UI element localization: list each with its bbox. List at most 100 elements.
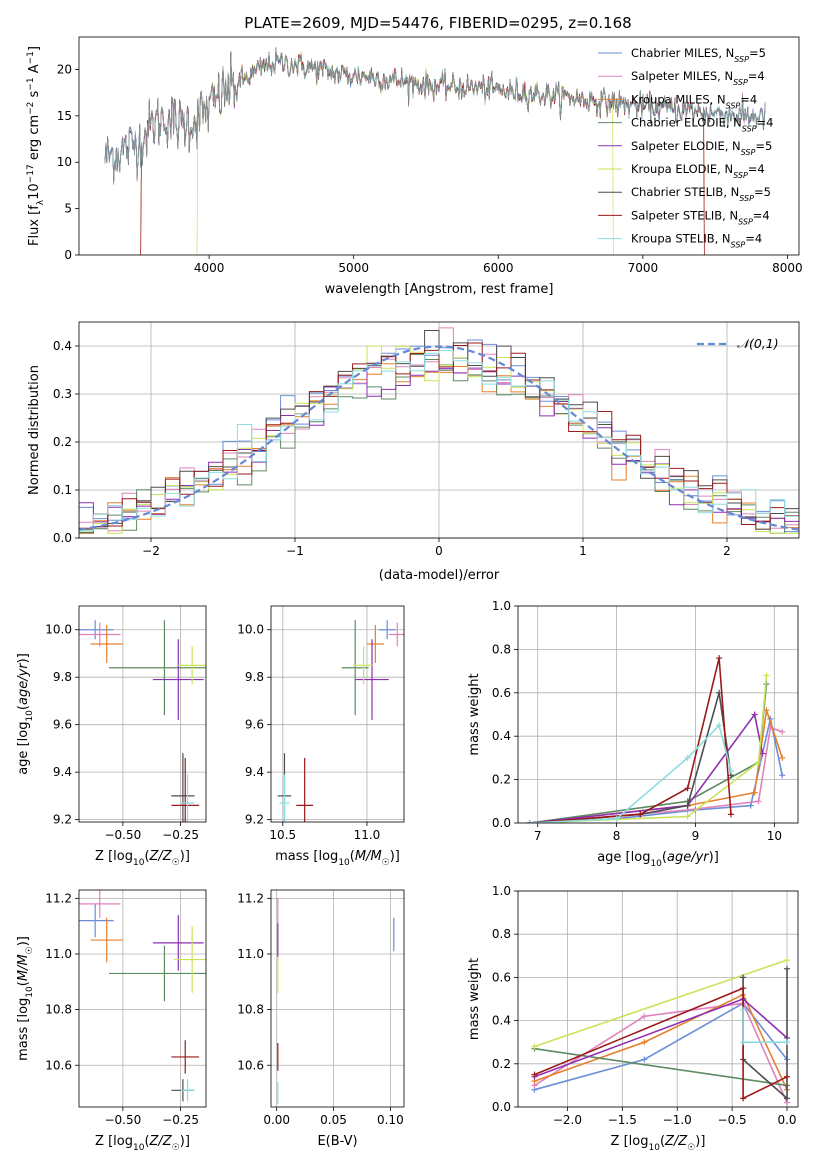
- series-kroupa-stelib: [526, 722, 734, 823]
- series-line: [742, 1009, 787, 1043]
- series-salpeter-miles: [531, 1000, 791, 1106]
- y-tick-label: 9.4: [53, 765, 72, 779]
- data-point-kroupa-elodie: [353, 646, 374, 685]
- y-axis-label: mass weight: [467, 673, 482, 755]
- x-axis-label: (data-model)/error: [379, 568, 500, 583]
- x-axis-label: E(B-V): [317, 1134, 357, 1149]
- y-tick-label: 0.6: [492, 970, 511, 984]
- y-tick-label: 0.2: [492, 1057, 511, 1071]
- series-line: [534, 959, 788, 1048]
- y-tick-label: 20: [57, 62, 72, 76]
- x-tick-label: 5000: [338, 261, 369, 275]
- y-axis-label: mass [log10(M/M☉)]: [16, 936, 35, 1061]
- age-vs-mass-panel: 10.5 11.0 9.2 9.4 9.6 9.8 10.0 mass [log10(M/M☉…: [237, 605, 405, 868]
- y-tick-label: 9.6: [245, 718, 264, 732]
- x-tick-label: 1: [579, 544, 587, 558]
- massweight-vs-metallicity-panel: −2.0 −1.5 −1.0 −0.5 0.0 0.0 0.2 0.4 0.6 0.8 1.0 Z […: [467, 884, 799, 1153]
- x-tick-label: −0.25: [162, 828, 199, 842]
- observed-spectrum: [104, 48, 766, 185]
- data-point-chabrier-stelib: [171, 753, 195, 822]
- legend-entry: Salpeter ELODIE, NSSP=5: [631, 139, 772, 157]
- age-vs-metallicity-panel: −0.50 −0.25 9.2 9.4 9.6 9.8 10.0 Z [log10(Z/Z☉)…: [16, 605, 207, 868]
- data-point-salpeter-elodie: [152, 639, 204, 720]
- y-tick-label: 9.8: [53, 670, 72, 684]
- x-tick-label: 10.5: [269, 828, 296, 842]
- data-point-salpeter-stelib: [296, 757, 314, 822]
- x-tick-label: 0.00: [263, 1113, 290, 1127]
- series-kroupa-elodie: [531, 957, 791, 1050]
- y-tick-label: 10.0: [237, 623, 264, 637]
- data-point-salpeter-elodie: [152, 915, 204, 971]
- x-tick-label: 11.0: [354, 828, 381, 842]
- y-tick-label: 5: [64, 202, 72, 216]
- data-point-salpeter-miles: [388, 622, 404, 647]
- y-tick-label: 0.0: [492, 1100, 511, 1114]
- y-tick-label: 15: [57, 109, 72, 123]
- x-tick-label: 7: [534, 829, 542, 843]
- series-kroupa-stelib: [740, 1006, 791, 1046]
- legend-entry: Chabrier STELIB, NSSP=5: [631, 185, 771, 203]
- series-line: [534, 1002, 788, 1091]
- data-point-chabrier-elodie: [341, 620, 369, 716]
- x-tick-label: −0.25: [162, 1113, 199, 1127]
- plot-area: [104, 47, 766, 255]
- x-tick-label: 0: [435, 544, 443, 558]
- legend: Chabrier MILES, NSSP=5 Salpeter MILES, NS…: [598, 46, 773, 249]
- y-tick-label: 0.2: [53, 435, 72, 449]
- y-tick-label: 0.4: [492, 1014, 511, 1028]
- axes-frame: [517, 605, 799, 824]
- residuals-panel: −2 −1 0 1 2 0.0 0.1 0.2 0.3 0.4 𝒩(0,1) (data-model)…: [27, 321, 800, 583]
- data-point-salpeter-stelib: [171, 1040, 200, 1074]
- legend-entry: 𝒩(0,1): [737, 336, 779, 351]
- x-tick-label: 8000: [772, 261, 803, 275]
- figure-title: PLATE=2609, MJD=54476, FIBERID=0295, z=0…: [244, 14, 631, 32]
- legend-entry: Chabrier ELODIE, NSSP=4: [631, 116, 773, 134]
- y-tick-label: 1.0: [492, 884, 511, 898]
- plot-area: [277, 898, 395, 1105]
- y-tick-label: 10.6: [237, 1058, 264, 1072]
- x-tick-label: −2.0: [553, 1113, 582, 1127]
- axes-frame: [517, 890, 799, 1108]
- series-line: [529, 684, 768, 823]
- x-tick-label: 6000: [483, 261, 514, 275]
- x-axis-label: Z [log10(Z/Z☉)]: [95, 849, 190, 868]
- y-axis-label: Flux [fλ10−17 erg cm−2 s−1 A−1]: [26, 46, 46, 246]
- series-line: [534, 1047, 788, 1087]
- data-point-chabrier-elodie: [109, 945, 206, 1002]
- x-axis-label: wavelength [Angstrom, rest frame]: [325, 282, 554, 297]
- plot-area: [79, 890, 206, 1102]
- x-tick-label: 0.05: [320, 1113, 347, 1127]
- x-tick-label: 7000: [628, 261, 659, 275]
- massweight-vs-age-panel: 7 8 9 10 0.0 0.2 0.4 0.6 0.8 1.0 age [log10(age/yr…: [467, 599, 799, 869]
- plot-area: [531, 957, 791, 1106]
- x-tick-label: 10: [767, 829, 782, 843]
- y-tick-label: 11.2: [45, 891, 72, 905]
- data-point-kroupa-miles: [90, 917, 123, 963]
- axes-frame: [270, 889, 405, 1108]
- y-axis-label: mass weight: [467, 958, 482, 1040]
- y-tick-label: 9.2: [245, 813, 264, 827]
- data-point-kroupa-stelib: [180, 1079, 195, 1102]
- data-point-kroupa-miles: [90, 624, 123, 663]
- data-point-salpeter-stelib: [171, 757, 200, 822]
- y-tick-label: 10.6: [45, 1058, 72, 1072]
- x-tick-label: 4000: [194, 261, 225, 275]
- x-axis-label: Z [log10(Z/Z☉)]: [611, 1134, 706, 1153]
- y-tick-label: 0.4: [492, 729, 511, 743]
- y-tick-label: 0.1: [53, 483, 72, 497]
- x-tick-label: −1: [286, 544, 304, 558]
- legend-entry: Salpeter MILES, NSSP=4: [631, 69, 765, 87]
- mass-vs-metallicity-panel: −0.50 −0.25 10.6 10.8 11.0 11.2 Z [log10(Z/Z☉)…: [16, 889, 207, 1153]
- x-axis-label: mass [log10(M/M☉)]: [275, 849, 400, 868]
- plot-area: [277, 620, 404, 822]
- y-tick-label: 0: [64, 248, 72, 262]
- axes-frame: [270, 605, 405, 823]
- series-salpeter-stelib: [526, 655, 734, 823]
- data-point-salpeter-miles: [79, 890, 121, 918]
- axes-frame: [78, 605, 207, 823]
- x-tick-label: 8: [613, 829, 621, 843]
- plot-area: [79, 620, 206, 822]
- legend-entry: Kroupa MILES, NSSP=4: [631, 92, 757, 110]
- data-point-kroupa-elodie: [178, 646, 206, 685]
